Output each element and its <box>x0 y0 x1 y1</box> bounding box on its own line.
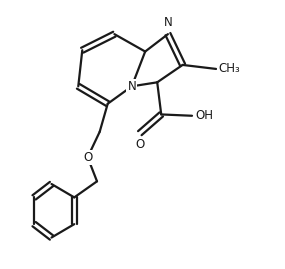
Text: O: O <box>83 151 92 164</box>
Text: OH: OH <box>195 109 213 122</box>
Text: N: N <box>164 16 172 29</box>
Text: O: O <box>135 138 144 151</box>
Text: CH₃: CH₃ <box>218 62 240 75</box>
Text: N: N <box>127 80 136 93</box>
